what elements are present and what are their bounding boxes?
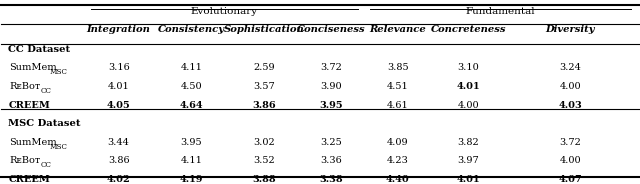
Text: Sophistication: Sophistication bbox=[223, 25, 304, 34]
Text: 3.88: 3.88 bbox=[252, 175, 276, 184]
Text: 4.00: 4.00 bbox=[559, 156, 581, 165]
Text: 4.09: 4.09 bbox=[387, 138, 408, 147]
Text: CREEM: CREEM bbox=[9, 175, 51, 184]
Text: 4.00: 4.00 bbox=[458, 101, 479, 110]
Text: 4.51: 4.51 bbox=[387, 82, 408, 91]
Text: 4.01: 4.01 bbox=[108, 82, 129, 91]
Text: 3.72: 3.72 bbox=[559, 138, 581, 147]
Text: 3.25: 3.25 bbox=[320, 138, 342, 147]
Text: 3.82: 3.82 bbox=[458, 138, 479, 147]
Text: 2.59: 2.59 bbox=[253, 63, 275, 72]
Text: 3.36: 3.36 bbox=[320, 156, 342, 165]
Text: CREEM: CREEM bbox=[9, 101, 51, 110]
Text: 3.44: 3.44 bbox=[108, 138, 129, 147]
Text: Integration: Integration bbox=[86, 25, 150, 34]
Text: 3.57: 3.57 bbox=[253, 82, 275, 91]
Text: 4.11: 4.11 bbox=[180, 156, 202, 165]
Text: Concreteness: Concreteness bbox=[431, 25, 506, 34]
Text: 3.97: 3.97 bbox=[458, 156, 479, 165]
Text: 3.85: 3.85 bbox=[387, 63, 408, 72]
Text: Diversity: Diversity bbox=[545, 25, 595, 34]
Text: Consistency: Consistency bbox=[158, 25, 225, 34]
Text: Fundamental: Fundamental bbox=[465, 7, 535, 16]
Text: CC: CC bbox=[41, 161, 52, 169]
Text: Relevance: Relevance bbox=[369, 25, 426, 34]
Text: 4.61: 4.61 bbox=[387, 101, 408, 110]
Text: MSC: MSC bbox=[49, 68, 67, 76]
Text: 4.64: 4.64 bbox=[179, 101, 203, 110]
Text: 4.01: 4.01 bbox=[457, 175, 480, 184]
Text: 4.02: 4.02 bbox=[107, 175, 131, 184]
Text: 3.86: 3.86 bbox=[252, 101, 276, 110]
Text: CC: CC bbox=[41, 87, 52, 95]
Text: 3.72: 3.72 bbox=[320, 63, 342, 72]
Text: 4.50: 4.50 bbox=[180, 82, 202, 91]
Text: 3.52: 3.52 bbox=[253, 156, 275, 165]
Text: 4.11: 4.11 bbox=[180, 63, 202, 72]
Text: 3.86: 3.86 bbox=[108, 156, 129, 165]
Text: 3.95: 3.95 bbox=[319, 101, 342, 110]
Text: 4.00: 4.00 bbox=[559, 82, 581, 91]
Text: Evolutionary: Evolutionary bbox=[191, 7, 258, 16]
Text: 3.02: 3.02 bbox=[253, 138, 275, 147]
Text: SumMem: SumMem bbox=[9, 63, 57, 72]
Text: 4.23: 4.23 bbox=[387, 156, 409, 165]
Text: SumMem: SumMem bbox=[9, 138, 57, 147]
Text: RᴇBᴏᴛ: RᴇBᴏᴛ bbox=[9, 82, 40, 91]
Text: 4.07: 4.07 bbox=[558, 175, 582, 184]
Text: 3.95: 3.95 bbox=[180, 138, 202, 147]
Text: 3.90: 3.90 bbox=[320, 82, 342, 91]
Text: 3.16: 3.16 bbox=[108, 63, 129, 72]
Text: 4.40: 4.40 bbox=[386, 175, 410, 184]
Text: 3.24: 3.24 bbox=[559, 63, 581, 72]
Text: CC Dataset: CC Dataset bbox=[8, 45, 70, 54]
Text: 3.38: 3.38 bbox=[319, 175, 342, 184]
Text: 4.03: 4.03 bbox=[558, 101, 582, 110]
Text: Conciseness: Conciseness bbox=[296, 25, 365, 34]
Text: 4.01: 4.01 bbox=[457, 82, 480, 91]
Text: MSC Dataset: MSC Dataset bbox=[8, 119, 80, 128]
Text: MSC: MSC bbox=[49, 143, 67, 151]
Text: 4.19: 4.19 bbox=[180, 175, 203, 184]
Text: 4.05: 4.05 bbox=[107, 101, 131, 110]
Text: RᴇBᴏᴛ: RᴇBᴏᴛ bbox=[9, 156, 40, 165]
Text: 3.10: 3.10 bbox=[458, 63, 479, 72]
